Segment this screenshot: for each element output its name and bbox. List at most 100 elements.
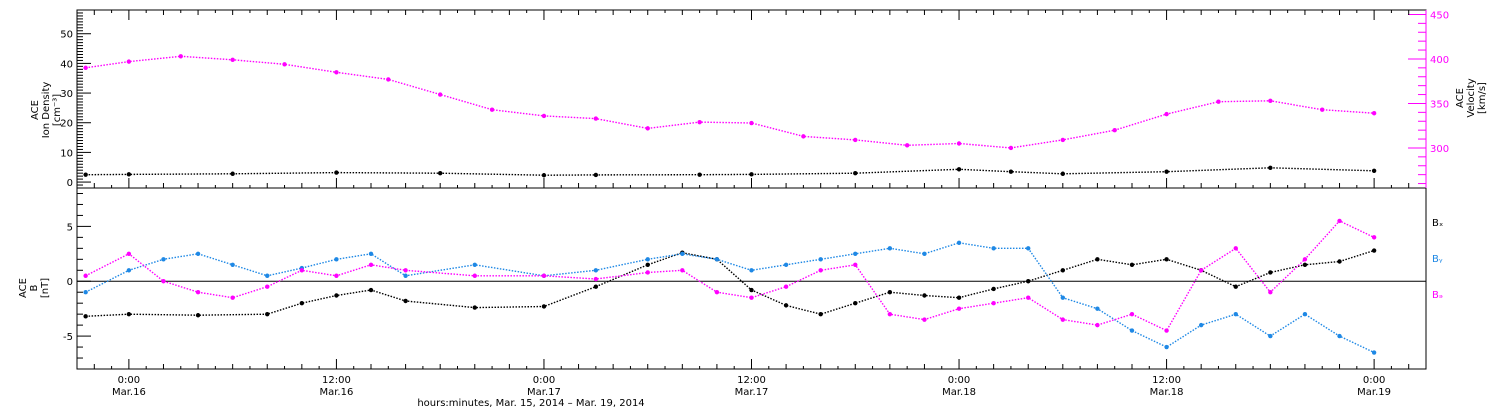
y-right-tick-label: 350 <box>1430 99 1449 110</box>
data-point <box>1164 169 1169 174</box>
data-point <box>1268 290 1273 295</box>
data-point <box>472 305 477 310</box>
data-point <box>1198 322 1204 328</box>
data-point <box>437 92 443 97</box>
data-point <box>403 268 408 273</box>
x-tick-time: 12:00 <box>1152 375 1181 386</box>
top-series-group <box>83 54 1377 178</box>
data-point <box>956 167 962 172</box>
data-point <box>541 273 547 278</box>
data-point <box>1268 165 1273 171</box>
legend-by: Bᵧ <box>1432 254 1443 265</box>
data-point <box>265 311 270 317</box>
data-point <box>887 246 893 251</box>
x-tick-date: Mar.17 <box>527 387 561 398</box>
data-point <box>991 300 996 306</box>
y-tick-label: 10 <box>60 148 73 159</box>
data-point <box>126 268 132 273</box>
ylabel-line-3: [cm⁻³] <box>52 94 63 126</box>
ylabel-right-line-3: [km/s] <box>1477 82 1488 114</box>
y-tick-label: 0 <box>67 178 73 189</box>
data-point <box>230 295 235 300</box>
data-point <box>593 276 599 282</box>
data-point <box>853 170 858 176</box>
data-point <box>1337 333 1342 339</box>
data-point <box>1302 311 1308 317</box>
data-point <box>1320 107 1325 112</box>
data-point <box>1095 322 1100 328</box>
data-point <box>83 273 88 278</box>
data-point <box>437 170 443 176</box>
data-point <box>1164 257 1169 262</box>
data-point <box>714 257 720 262</box>
data-point <box>1026 246 1031 251</box>
data-point <box>1008 145 1014 151</box>
y-right-tick-label: 300 <box>1430 144 1449 155</box>
data-point <box>126 251 132 257</box>
series-trace <box>85 220 1375 332</box>
data-point <box>334 257 339 262</box>
data-point <box>126 311 132 317</box>
data-point <box>334 273 339 278</box>
x-tick-time: 12:00 <box>322 375 351 386</box>
data-point <box>956 295 962 300</box>
data-point <box>126 59 132 64</box>
data-point <box>714 290 720 295</box>
data-point <box>195 251 201 257</box>
x-tick-time: 0:00 <box>118 375 140 386</box>
data-point <box>1060 268 1066 273</box>
ylabel-right-line-2: Velocity <box>1466 78 1477 117</box>
data-point <box>1371 248 1377 253</box>
data-point <box>1233 246 1238 251</box>
data-point <box>645 126 650 131</box>
x-tick-date: Mar.16 <box>112 387 146 398</box>
data-point <box>265 273 270 278</box>
data-point <box>697 119 702 125</box>
data-point <box>697 172 702 177</box>
data-point <box>1233 311 1238 317</box>
data-point <box>1112 127 1117 133</box>
data-point <box>230 171 235 176</box>
data-point <box>645 262 650 267</box>
data-point <box>749 287 754 293</box>
data-point <box>1233 284 1238 289</box>
data-point <box>282 62 287 67</box>
data-point <box>1008 169 1014 174</box>
data-point <box>1060 137 1066 143</box>
data-point <box>1371 111 1377 116</box>
legend-bz: Bₔ <box>1432 290 1443 301</box>
x-tick-time: 0:00 <box>533 375 555 386</box>
y-tick-label: 30 <box>60 89 73 100</box>
series-trace <box>85 167 1375 176</box>
data-point <box>299 268 305 273</box>
data-point <box>386 77 391 82</box>
data-point <box>593 172 599 178</box>
data-point <box>853 137 858 143</box>
data-point <box>1060 317 1066 322</box>
data-point <box>956 141 962 146</box>
data-point <box>783 262 789 267</box>
data-point <box>299 300 305 306</box>
ylabel-line-1: ACE <box>30 100 41 120</box>
data-point <box>403 298 408 304</box>
data-point <box>956 240 962 246</box>
data-point <box>541 173 547 178</box>
data-point <box>83 172 88 177</box>
data-point <box>541 304 547 309</box>
data-point <box>680 268 685 273</box>
data-point <box>922 317 927 322</box>
data-point <box>853 262 858 267</box>
data-point <box>818 311 823 317</box>
data-point <box>472 273 477 278</box>
data-point <box>195 290 201 295</box>
data-point <box>1129 328 1135 333</box>
data-point <box>161 257 166 262</box>
data-point <box>265 284 270 289</box>
data-point <box>541 113 547 119</box>
top-right-ylabel: ACE Velocity [km/s] <box>1455 78 1488 117</box>
data-point <box>922 293 927 298</box>
data-point <box>1198 268 1204 273</box>
data-point <box>1129 311 1135 317</box>
top-left-ylabel: ACE Ion Density [cm⁻³] <box>30 82 63 139</box>
data-point <box>1371 350 1377 355</box>
